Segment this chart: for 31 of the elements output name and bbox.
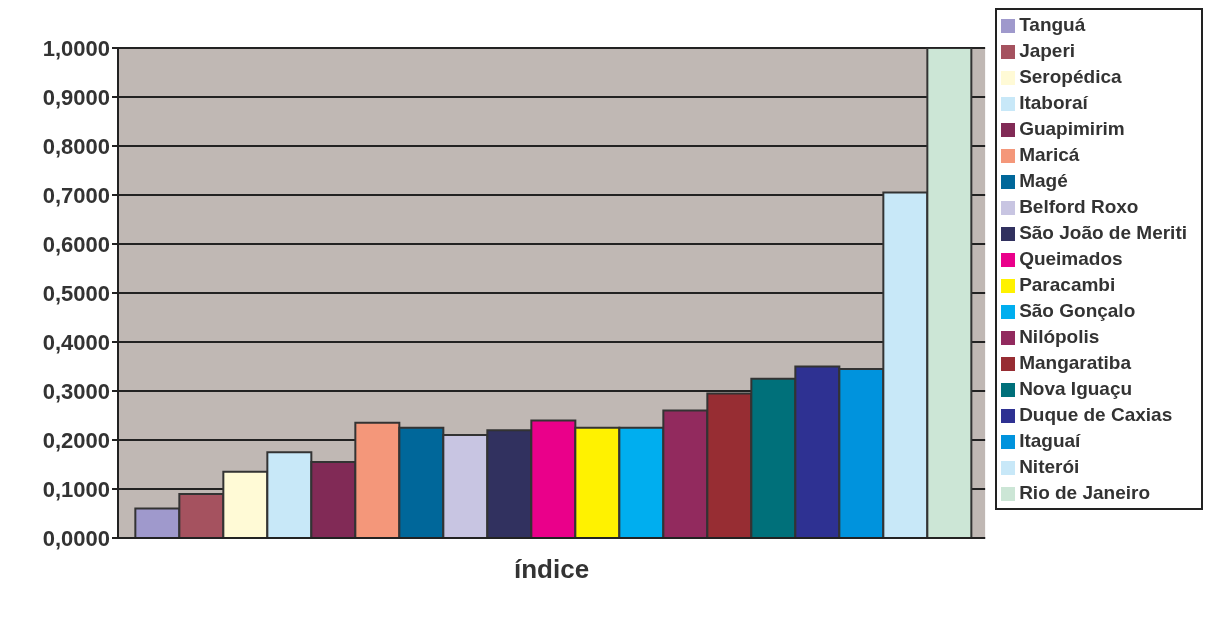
y-tick-label: 0,9000 <box>42 84 110 110</box>
y-tick-label: 0,6000 <box>42 231 110 257</box>
y-tick-label: 0,7000 <box>42 182 110 208</box>
legend-label: Guapimirim <box>1019 118 1125 139</box>
legend-label: Rio de Janeiro <box>1019 482 1151 503</box>
legend-label: Nilópolis <box>1019 326 1100 347</box>
y-tick-label: 0,8000 <box>42 133 110 159</box>
legend-label: Itaboraí <box>1019 92 1088 113</box>
legend-label: Nova Iguaçu <box>1019 378 1133 399</box>
legend-label: Paracambi <box>1019 274 1116 295</box>
legend-label: Maricá <box>1019 144 1080 165</box>
x-tick-label: índice <box>513 554 590 585</box>
legend-label: Niterói <box>1019 456 1080 477</box>
y-tick-label: 0,5000 <box>42 280 110 306</box>
legend-label: Mangaratiba <box>1019 352 1132 373</box>
y-tick-label: 0,2000 <box>42 427 110 453</box>
y-tick-label: 0,4000 <box>42 329 110 355</box>
legend-label: São Gonçalo <box>1019 300 1136 321</box>
legend-label: Duque de Caxias <box>1019 404 1173 425</box>
legend-label: Seropédica <box>1019 66 1122 87</box>
legend-label: Tanguá <box>1019 14 1086 35</box>
y-tick-label: 0,3000 <box>42 378 110 404</box>
y-tick-label: 0,0000 <box>42 525 110 551</box>
y-tick-label: 1,0000 <box>42 35 110 61</box>
legend-label: Belford Roxo <box>1019 196 1139 217</box>
legend-label: Queimados <box>1019 248 1123 269</box>
legend-label: Japeri <box>1019 40 1076 61</box>
legend-label: Itaguaí <box>1019 430 1081 451</box>
y-tick-label: 0,1000 <box>42 476 110 502</box>
legend-label: Magé <box>1019 170 1068 191</box>
legend-label: São João de Meriti <box>1019 222 1187 243</box>
